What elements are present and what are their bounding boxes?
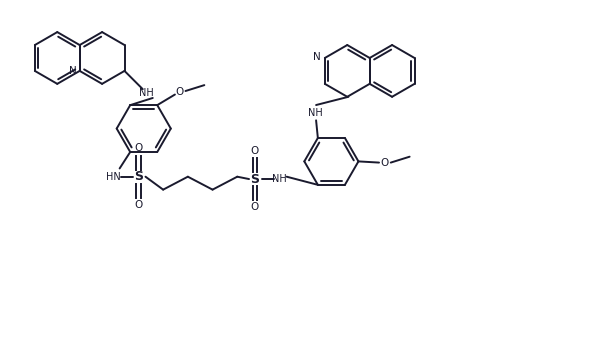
Text: O: O (251, 146, 259, 156)
Text: S: S (251, 172, 259, 185)
Text: O: O (134, 200, 142, 210)
Text: S: S (134, 170, 143, 183)
Text: O: O (134, 143, 142, 154)
Text: HN: HN (106, 172, 121, 182)
Text: NH: NH (139, 88, 154, 98)
Text: O: O (251, 202, 259, 212)
Text: N: N (313, 52, 321, 62)
Text: N: N (69, 66, 76, 76)
Text: NH: NH (307, 108, 322, 118)
Text: O: O (381, 158, 389, 168)
Text: O: O (176, 87, 184, 97)
Text: NH: NH (272, 174, 287, 184)
